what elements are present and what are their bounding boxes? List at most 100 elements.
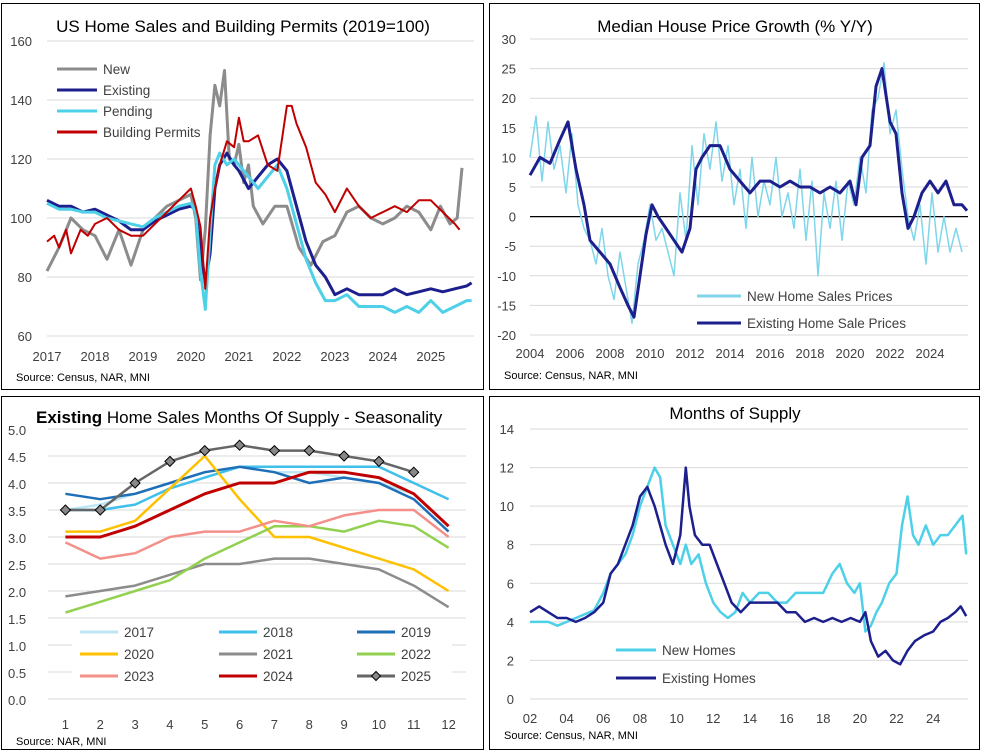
legend-label-existing-homes: Existing Homes [662, 671, 756, 686]
x-tick-2004: 2004 [516, 346, 545, 361]
y-tick-140: 140 [10, 93, 32, 108]
y-tick-60: 60 [18, 329, 32, 344]
y-tick--20: -20 [497, 328, 516, 343]
y-tick--5: -5 [504, 239, 516, 254]
legend-label-pending: Pending [103, 104, 153, 119]
legend-label-2018: 2018 [263, 625, 293, 640]
marker-2025-6 [233, 439, 246, 451]
series-line-existing [46, 151, 473, 297]
x-tick-2010: 2010 [636, 346, 665, 361]
legend-label-2017: 2017 [124, 625, 154, 640]
marker-2025-7 [268, 444, 281, 457]
source-note: Source: Census, NAR, MNI [504, 370, 638, 382]
y-tick-4-5: 4.5 [8, 450, 26, 465]
series-line-pending [46, 151, 472, 314]
panel-months-supply: Months of Supply 0 2 4 6 8 10 12 14 02 04 06 08 10 12 1… [489, 396, 980, 750]
x-tick-2022: 2022 [272, 349, 301, 364]
y-tick-30: 30 [502, 32, 516, 47]
y-tick-4-0: 4.0 [8, 477, 26, 492]
marker-2025-8 [303, 444, 315, 457]
y-tick-2-0: 2.0 [8, 585, 26, 600]
x-tick-7: 7 [271, 717, 278, 732]
series-line-2018 [65, 465, 450, 512]
x-tick-11: 11 [407, 717, 421, 732]
series-line-2020 [65, 454, 450, 593]
y-tick-120: 120 [10, 152, 32, 167]
series-line-new-homes [530, 466, 968, 633]
legend-label-existing: Existing [103, 83, 150, 98]
y-tick--15: -15 [497, 298, 516, 313]
y-tick-0: 0 [509, 210, 516, 225]
series-line-building-permits [46, 104, 461, 290]
legend-label-2024: 2024 [263, 669, 294, 684]
series-line-new-home-sales-prices [529, 61, 963, 324]
chart-home-sales: US Home Sales and Building Permits (2019… [10, 17, 474, 384]
x-tick-5: 5 [201, 717, 208, 732]
chart-price-growth: Median House Price Growth (% Y/Y) -20 -15 -… [497, 17, 969, 382]
legend-marker-2025 [370, 670, 382, 682]
x-tick-4: 4 [166, 717, 173, 732]
legend-label-2019: 2019 [401, 625, 431, 640]
legend-label-2021: 2021 [263, 647, 293, 662]
y-tick-0-0: 0.0 [8, 693, 26, 708]
chart-seasonality: Existing Home Sales Months Of Supply - S… [8, 408, 466, 748]
x-tick-2012: 2012 [676, 346, 705, 361]
x-tick-2024: 2024 [368, 349, 397, 364]
x-tick-02: 02 [523, 711, 537, 726]
x-tick-2006: 2006 [556, 346, 585, 361]
source-note: Source: Census, NAR, MNI [504, 730, 638, 742]
y-tick-20: 20 [502, 91, 516, 106]
y-tick-2: 2 [507, 653, 514, 668]
chart-title: US Home Sales and Building Permits (2019… [56, 17, 430, 36]
y-tick-0-5: 0.5 [8, 666, 26, 681]
legend-label-2022: 2022 [401, 647, 431, 662]
series-line-2024 [65, 470, 450, 539]
series-line-2022 [65, 519, 450, 614]
x-tick-12: 12 [441, 717, 455, 732]
x-tick-3: 3 [131, 717, 138, 732]
x-tick-10: 10 [372, 717, 386, 732]
marker-2025-9 [338, 450, 350, 462]
chart-title: Median House Price Growth (% Y/Y) [597, 17, 873, 36]
x-tick-20: 20 [853, 711, 867, 726]
x-tick-14: 14 [743, 711, 757, 726]
x-tick-2025: 2025 [416, 349, 445, 364]
legend-label-existing-home-sale-prices: Existing Home Sale Prices [747, 316, 906, 331]
marker-2025-2 [94, 504, 106, 516]
x-tick-22: 22 [889, 711, 903, 726]
y-tick-160: 160 [10, 34, 32, 49]
x-tick-10: 10 [669, 711, 683, 726]
marker-2025-11 [408, 466, 420, 478]
source-note: Source: Census, NAR, MNI [16, 372, 150, 384]
x-tick-2018: 2018 [796, 346, 825, 361]
y-tick-12: 12 [500, 461, 514, 476]
x-tick-2: 2 [97, 717, 104, 732]
y-tick-3-5: 3.5 [8, 504, 26, 519]
series-line-2021 [65, 557, 450, 609]
y-tick-14: 14 [500, 422, 514, 437]
legend-label-new-homes: New Homes [662, 643, 736, 658]
x-tick-08: 08 [633, 711, 647, 726]
y-tick-4: 4 [507, 615, 514, 630]
x-tick-16: 16 [779, 711, 793, 726]
x-tick-2020: 2020 [836, 346, 865, 361]
marker-2025-4 [164, 455, 176, 468]
x-tick-2014: 2014 [716, 346, 745, 361]
series-line-existing-home-sale-prices [528, 67, 969, 319]
x-tick-06: 06 [596, 711, 610, 726]
y-tick-15: 15 [502, 121, 516, 136]
x-tick-2023: 2023 [320, 349, 349, 364]
x-tick-2020: 2020 [176, 349, 205, 364]
chart-title: Existing Home Sales Months Of Supply - S… [36, 408, 443, 427]
x-tick-8: 8 [306, 717, 313, 732]
x-tick-24: 24 [926, 711, 940, 726]
y-tick-10: 10 [502, 150, 516, 165]
x-tick-2008: 2008 [596, 346, 625, 361]
panel-price-growth: Median House Price Growth (% Y/Y) -20 -15 -… [489, 3, 980, 390]
panel-seasonality: Existing Home Sales Months Of Supply - S… [1, 396, 484, 750]
y-tick-1-5: 1.5 [8, 612, 26, 627]
y-tick-80: 80 [18, 270, 32, 285]
x-tick-04: 04 [559, 711, 573, 726]
legend-label-building-permits: Building Permits [103, 125, 201, 140]
x-tick-2024: 2024 [916, 346, 945, 361]
